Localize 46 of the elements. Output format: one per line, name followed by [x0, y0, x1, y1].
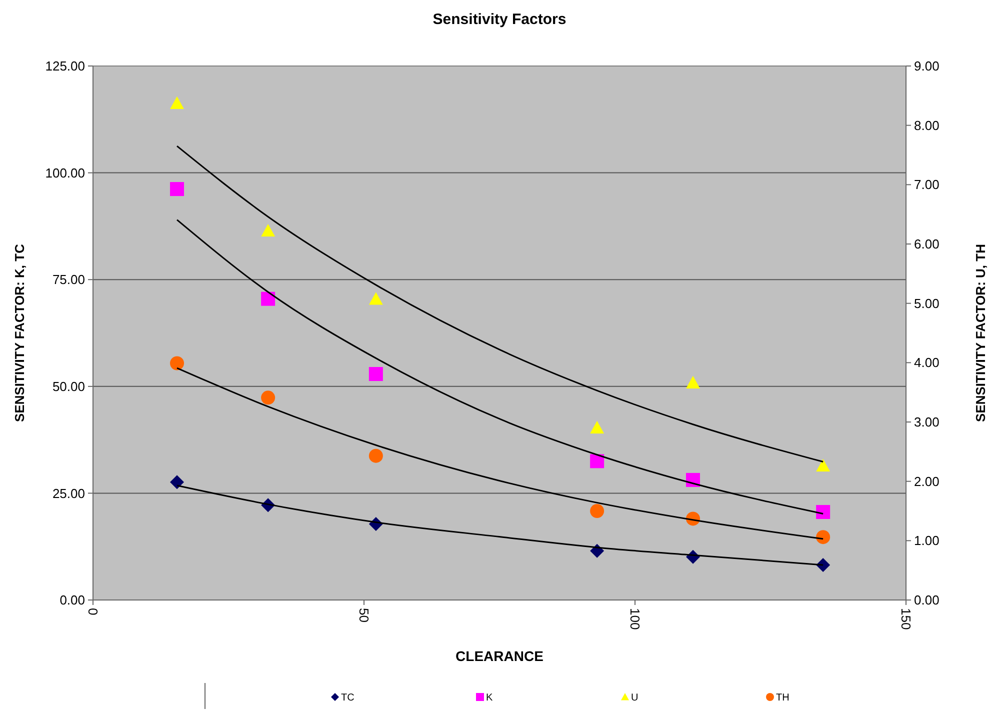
point [816, 530, 830, 544]
y2-axis-title: SENSITIVITY FACTOR: U, TH [973, 244, 988, 422]
point [170, 182, 184, 196]
y-tick-label: 125.00 [45, 58, 85, 74]
y2-tick-label: 1.00 [914, 533, 940, 548]
y-axis-title: SENSITIVITY FACTOR: K, TC [12, 243, 27, 422]
point [261, 390, 276, 405]
point [590, 454, 604, 468]
y-tick-label: 25.00 [52, 486, 85, 501]
y2-tick-label: 5.00 [914, 296, 940, 311]
legend-label: TH [776, 692, 790, 704]
y2-tick-label: 3.00 [914, 414, 940, 430]
legend-label: K [486, 692, 493, 704]
chart-title: Sensitivity Factors [432, 11, 566, 28]
point [170, 356, 184, 370]
point [368, 292, 383, 305]
y-tick-label: 100.00 [45, 165, 85, 180]
y2-tick-label: 8.00 [914, 118, 940, 133]
y-tick-label: 50.00 [52, 378, 85, 394]
y-tick-label: 75.00 [52, 272, 85, 288]
point [590, 504, 604, 518]
point [170, 475, 184, 490]
legend-label: TC [341, 692, 354, 704]
legend-label: U [631, 692, 638, 704]
y2-tick-label: 2.00 [914, 474, 940, 489]
x-axis-title: CLEARANCE [456, 648, 544, 664]
x-tick-label: 100 [627, 608, 642, 630]
point [261, 224, 276, 237]
point [368, 367, 383, 382]
point [590, 420, 604, 434]
y2-tick-label: 9.00 [914, 58, 940, 74]
y2-tick-label: 0.00 [914, 592, 940, 608]
point [816, 558, 830, 572]
y2-tick-label: 4.00 [914, 355, 940, 370]
point [816, 458, 830, 472]
y2-tick-label: 6.00 [914, 236, 940, 252]
point [368, 448, 383, 463]
x-tick-label: 50 [356, 608, 372, 622]
y2-tick-label: 7.00 [914, 177, 940, 192]
y-tick-label: 0.00 [60, 592, 85, 608]
x-tick-label: 0 [85, 608, 100, 616]
x-tick-label: 150 [898, 608, 914, 630]
point [170, 96, 184, 109]
point [261, 292, 276, 306]
point [816, 504, 830, 519]
point [686, 376, 700, 388]
